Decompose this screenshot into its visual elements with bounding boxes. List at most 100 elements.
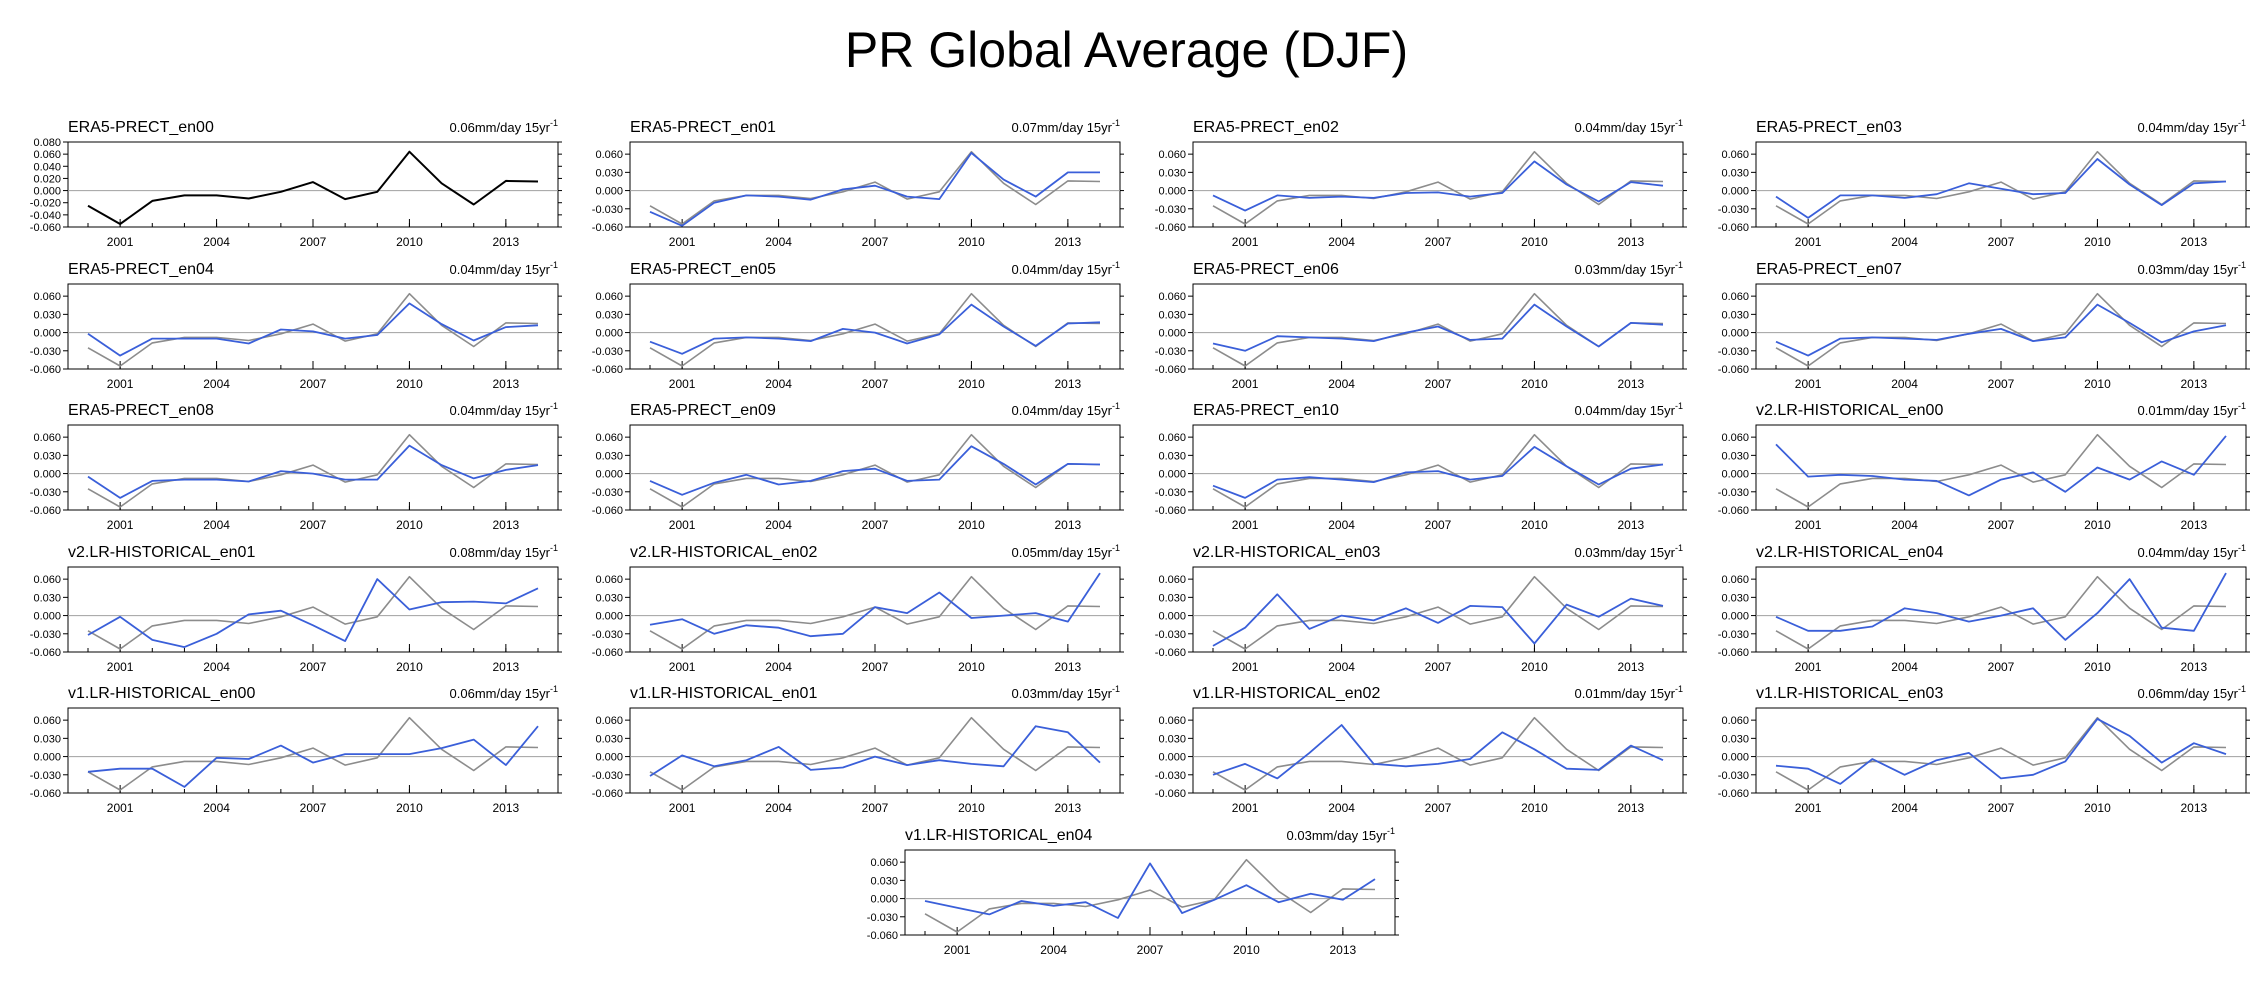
y-tick-label: 0.060 — [595, 149, 623, 161]
x-tick-label: 2007 — [300, 660, 327, 674]
trend-exponent: -1 — [1112, 401, 1120, 411]
trend-exponent: -1 — [1675, 401, 1683, 411]
x-tick-label: 2001 — [107, 235, 134, 249]
model-line — [1775, 572, 2227, 641]
x-tick-label: 2013 — [493, 801, 520, 815]
y-tick-label: -0.030 — [1155, 204, 1186, 216]
y-tick-label: -0.060 — [1155, 788, 1186, 800]
trend-label: 0.05mm/day 15yr-1 — [1012, 543, 1120, 560]
panel-6: ERA5-PRECT_en05 0.04mm/day 15yr-1 0.060 0.0… — [592, 260, 1124, 391]
y-tick-label: 0.000 — [33, 328, 61, 340]
panel-title: ERA5-PRECT_en05 — [630, 261, 776, 278]
x-tick-label: 2010 — [958, 518, 985, 532]
y-tick-label: 0.030 — [1158, 450, 1186, 462]
x-tick-label: 2010 — [396, 801, 423, 815]
x-tick-label: 2001 — [1232, 377, 1259, 391]
trend-value: 0.04mm/day 15yr — [2138, 120, 2239, 135]
y-tick-label: -0.060 — [30, 505, 61, 517]
trend-label: 0.01mm/day 15yr-1 — [2138, 401, 2246, 418]
x-tick-label: 2007 — [1988, 377, 2015, 391]
y-tick-label: -0.060 — [1155, 647, 1186, 659]
panel-10: ERA5-PRECT_en09 0.04mm/day 15yr-1 0.060 0.0… — [592, 401, 1124, 532]
trend-exponent: -1 — [1112, 260, 1120, 270]
y-tick-label: 0.060 — [33, 574, 61, 586]
x-tick-label: 2013 — [1055, 801, 1082, 815]
panel-title: v1.LR-HISTORICAL_en00 — [68, 685, 255, 702]
x-tick-label: 2013 — [2181, 801, 2208, 815]
y-tick-label: -0.060 — [592, 647, 623, 659]
model-line — [649, 303, 1101, 355]
trend-exponent: -1 — [1675, 684, 1683, 694]
panel-title: v1.LR-HISTORICAL_en02 — [1193, 685, 1380, 702]
x-tick-label: 2001 — [669, 235, 696, 249]
model-line — [649, 572, 1101, 638]
plot-frame — [67, 141, 559, 228]
y-tick-label: 0.060 — [33, 291, 61, 303]
reference-line — [1212, 292, 1664, 367]
y-tick-label: 0.000 — [33, 469, 61, 481]
panel-title: ERA5-PRECT_en03 — [1756, 119, 1902, 136]
x-tick-label: 2004 — [1891, 518, 1918, 532]
x-tick-label: 2004 — [1891, 235, 1918, 249]
x-tick-label: 2010 — [1521, 377, 1548, 391]
x-tick-label: 2010 — [1521, 660, 1548, 674]
y-tick-label: -0.060 — [1155, 364, 1186, 376]
y-tick-label: 0.060 — [1721, 715, 1749, 727]
trend-label: 0.03mm/day 15yr-1 — [1575, 260, 1683, 277]
x-tick-label: 2013 — [2181, 518, 2208, 532]
model-line — [1212, 303, 1664, 352]
x-tick-label: 2007 — [1425, 660, 1452, 674]
y-tick-label: 0.060 — [595, 432, 623, 444]
y-tick-label: -0.040 — [30, 210, 61, 222]
reference-line — [1775, 292, 2227, 367]
x-tick-label: 2004 — [765, 235, 792, 249]
reference-line — [1212, 433, 1664, 508]
trend-label: 0.03mm/day 15yr-1 — [1287, 826, 1395, 843]
y-tick-label: 0.000 — [1721, 186, 1749, 198]
x-tick-label: 2010 — [2084, 235, 2111, 249]
y-tick-label: -0.060 — [30, 364, 61, 376]
trend-label: 0.03mm/day 15yr-1 — [2138, 260, 2246, 277]
model-line — [1775, 303, 2227, 357]
x-tick-label: 2007 — [300, 235, 327, 249]
trend-label: 0.03mm/day 15yr-1 — [1575, 543, 1683, 560]
x-tick-label: 2013 — [493, 660, 520, 674]
x-tick-label: 2004 — [1328, 235, 1355, 249]
y-tick-label: -0.030 — [592, 204, 623, 216]
y-tick-label: -0.030 — [592, 346, 623, 358]
x-tick-label: 2007 — [1988, 660, 2015, 674]
x-tick-label: 2001 — [107, 518, 134, 532]
trend-exponent: -1 — [1112, 684, 1120, 694]
x-tick-label: 2004 — [1328, 377, 1355, 391]
trend-value: 0.06mm/day 15yr — [450, 120, 551, 135]
panel-title: v1.LR-HISTORICAL_en01 — [630, 685, 817, 702]
y-tick-label: 0.060 — [1158, 432, 1186, 444]
y-tick-label: 0.060 — [1158, 715, 1186, 727]
plot-frame — [67, 424, 559, 511]
y-tick-label: 0.000 — [1721, 328, 1749, 340]
x-tick-label: 2013 — [1055, 235, 1082, 249]
trend-exponent: -1 — [2238, 684, 2246, 694]
x-tick-label: 2010 — [396, 518, 423, 532]
model-line — [87, 578, 539, 648]
x-tick-label: 2013 — [2181, 377, 2208, 391]
x-tick-label: 2010 — [2084, 660, 2111, 674]
trend-value: 0.01mm/day 15yr — [1575, 686, 1676, 701]
trend-value: 0.04mm/day 15yr — [1012, 403, 1113, 418]
x-tick-label: 2007 — [862, 235, 889, 249]
model-line — [87, 302, 539, 357]
x-tick-label: 2010 — [958, 660, 985, 674]
y-tick-label: 0.000 — [595, 186, 623, 198]
x-tick-label: 2001 — [1795, 377, 1822, 391]
x-tick-label: 2007 — [1988, 801, 2015, 815]
x-tick-label: 2004 — [203, 660, 230, 674]
x-tick-label: 2010 — [1521, 518, 1548, 532]
trend-exponent: -1 — [1675, 118, 1683, 128]
trend-label: 0.04mm/day 15yr-1 — [450, 401, 558, 418]
model-line — [924, 862, 1376, 919]
y-tick-label: 0.000 — [1158, 752, 1186, 764]
plot-frame — [1192, 141, 1684, 228]
y-tick-label: 0.030 — [1721, 733, 1749, 745]
trend-value: 0.04mm/day 15yr — [1575, 403, 1676, 418]
y-tick-label: 0.000 — [595, 611, 623, 623]
